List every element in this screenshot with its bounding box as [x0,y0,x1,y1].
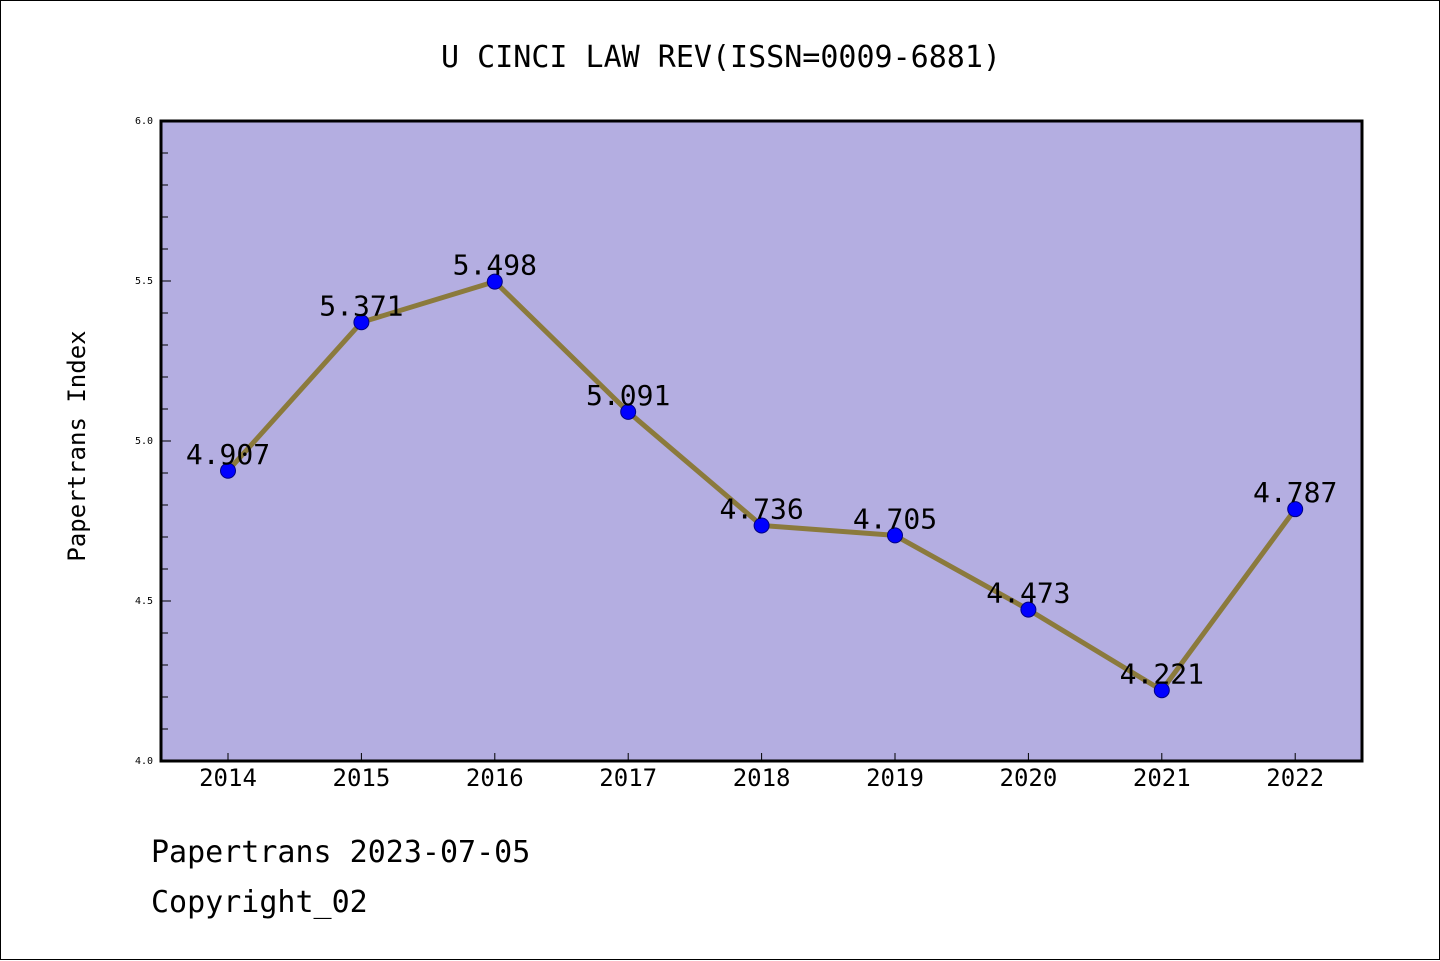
data-point [1287,501,1304,518]
x-tick-label: 2017 [599,764,657,792]
data-point [353,314,370,331]
data-label: 5.371 [319,289,403,322]
data-point [486,273,503,290]
y-tick-label: 4.0 [135,756,153,767]
data-label: 4.705 [853,502,937,535]
y-axis-label: Papertrans Index [63,330,91,561]
series-layer: 4.907 5.371 5.498 5.091 4.736 4.705 4.473 4.221… [186,249,1337,699]
x-tick-label: 2019 [866,764,924,792]
data-point [753,517,770,534]
data-point [1020,601,1037,618]
data-label: 4.787 [1253,476,1337,509]
y-tick-label: 4.5 [135,596,153,607]
y-tick-label: 5.5 [135,276,153,287]
copyright-text: Copyright_02 [151,885,368,920]
data-label: 4.473 [986,577,1070,610]
plot-area [159,119,1364,763]
source-date-text: Papertrans 2023-07-05 [151,835,531,870]
data-label: 4.221 [1120,657,1204,690]
y-axis: 4.0 4.5 5.0 5.5 6.0 [135,116,171,767]
data-point [887,527,903,544]
data-point [620,403,637,420]
x-tick-label: 2020 [1000,764,1058,792]
data-point [1153,682,1170,699]
data-label: 5.091 [586,379,670,412]
x-tick-label: 2021 [1133,764,1191,792]
x-tick-label: 2022 [1266,764,1324,792]
data-point [220,462,236,479]
x-tick-label: 2016 [466,764,524,792]
y-tick-label: 5.0 [135,436,153,447]
x-tick-label: 2014 [199,764,257,792]
y-tick-label: 6.0 [135,116,153,127]
x-tick-label: 2018 [733,764,791,792]
x-tick-label: 2015 [333,764,391,792]
data-label: 4.907 [186,438,270,471]
data-label: 4.736 [719,492,803,525]
x-axis: 2014 2015 2016 2017 2018 2019 2020 2021 2022 [199,753,1324,792]
data-label: 5.498 [453,249,537,282]
chart-title: U CINCI LAW REV(ISSN=0009-6881) [441,40,1001,75]
